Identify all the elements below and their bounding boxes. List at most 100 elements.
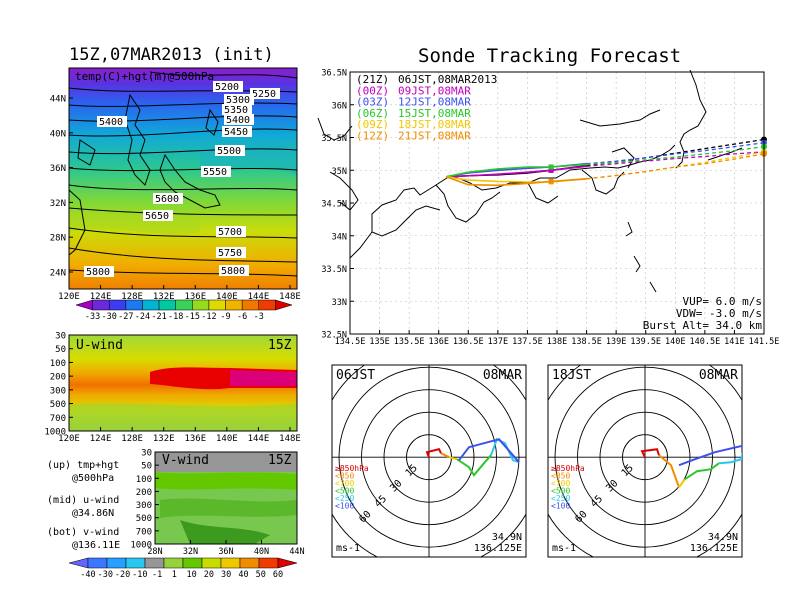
track-y-axis: 36.5N 36N 35.5N 35N 34.5N 34N 33.5N 33N 32.5N [321, 69, 354, 341]
annotation-vup: VUP= 6.0 m/s [683, 295, 762, 308]
track-line-dashed [586, 151, 765, 180]
contour-label: 5500 [217, 146, 241, 157]
v-wind-y-label: 50 [141, 462, 152, 472]
colorbar-label: -20 [115, 570, 130, 580]
temp-field [69, 68, 297, 289]
legend-series-name: (21Z) [356, 73, 389, 86]
upper-y-label: 28N [50, 234, 66, 244]
colorbar-label: -33 [85, 312, 100, 322]
level-legend: <250 [551, 494, 570, 503]
level-legend: <500 [335, 487, 354, 496]
legend-series-time: 21JST,08MAR [398, 130, 471, 143]
level-legend: <100 [551, 502, 570, 511]
legend-line: (mid) u-wind [47, 495, 119, 506]
v-wind-y-axis: 30 50 100 200 300 500 700 1000 [130, 449, 159, 551]
level-legend: <250 [335, 494, 354, 503]
annotation-vdw: VDW= -3.0 m/s [676, 307, 762, 320]
track-x-label: 140E [665, 337, 685, 347]
colorbar-label: 50 [256, 570, 266, 580]
upper-y-label: 44N [50, 95, 66, 105]
upper-x-axis: 120E 124E 128E 132E 136E 140E 144E 148E [58, 285, 301, 302]
u-wind-x-axis: 120E 124E 128E 132E 136E 140E 144E 148E [58, 427, 301, 444]
hodograph-trace [718, 452, 742, 465]
u-wind-y-label: 300 [50, 386, 66, 396]
legend-series-name: (09Z) [356, 118, 389, 131]
hodograph-trace [658, 454, 680, 488]
colorbar-swatch [106, 557, 127, 569]
track-y-label: 33.5N [321, 265, 347, 275]
v-wind-y-label: 1000 [130, 541, 152, 551]
track-grid [350, 72, 764, 334]
u-wind-x-label: 136E [184, 434, 206, 444]
colorbar-label: -10 [132, 570, 147, 580]
upper-y-label: 24N [50, 269, 66, 279]
contour-label: 5700 [218, 227, 242, 238]
track-x-label: 136.5E [453, 337, 484, 347]
contour-label: 5200 [215, 82, 239, 93]
legend-series-name: (06Z) [356, 107, 389, 120]
colorbar-swatch [125, 299, 143, 311]
hodograph-unit: ms-1 [336, 543, 360, 554]
hodograph-trace [448, 456, 458, 461]
track-x-label: 141.5E [749, 337, 780, 347]
contour-label: 5750 [218, 248, 242, 259]
contour-label: 5400 [226, 115, 250, 126]
contour-label: 5800 [86, 267, 110, 278]
hodograph-trace [684, 462, 720, 481]
contour-label: 5250 [252, 89, 276, 100]
vwind-colorbar: -40 -30 -20 -10 -1 1 10 20 30 40 50 60 [68, 557, 298, 580]
colorbar-swatch [108, 299, 127, 311]
colorbar-swatch [239, 557, 260, 569]
track-y-label: 33N [332, 298, 347, 308]
track-line-dashed [586, 153, 765, 180]
burst-marker [548, 178, 554, 184]
hodograph-lon: 136.125E [690, 543, 738, 554]
track-y-label: 36.5N [321, 69, 347, 79]
colorbar-label: 60 [273, 570, 283, 580]
track-line [445, 176, 587, 187]
v-wind-y-label: 100 [136, 475, 152, 485]
colorbar-swatch [163, 557, 184, 569]
hodograph-lat: 34.9N [492, 532, 522, 543]
hodograph-trace [490, 437, 520, 464]
v-wind-x-label: 44N [289, 547, 304, 557]
u-wind-x-label: 148E [279, 434, 301, 444]
track-x-label: 139.5E [630, 337, 661, 347]
track-x-label: 135E [369, 337, 389, 347]
v-wind-x-axis: 28N 32N 36N 40N 44N [147, 540, 305, 557]
v-wind-y-label: 30 [141, 449, 152, 459]
main-title: Sonde Tracking Forecast [418, 45, 681, 67]
upper-x-label: 140E [216, 292, 238, 302]
hodograph-trace [425, 448, 442, 458]
upper-panel-label: temp(C)+hgt(m)@500hPa [75, 70, 214, 83]
track-x-label: 135.5E [394, 337, 425, 347]
hodograph-date: 08MAR [483, 368, 522, 383]
track-x-label: 137.5E [512, 337, 543, 347]
left-title: 15Z,07MAR2013 (init) [69, 45, 274, 65]
colorbar-swatch [144, 557, 165, 569]
legend-series-name: (12Z) [356, 130, 389, 143]
contour-label: 5550 [203, 167, 227, 178]
legend-line: @136.11E [72, 540, 120, 551]
hodograph-lat: 34.9N [708, 532, 738, 543]
upper-y-label: 40N [50, 129, 66, 139]
colorbar-swatch [258, 557, 279, 569]
track-y-label: 36N [332, 101, 347, 111]
level-legend: <850 [335, 472, 354, 481]
upper-y-axis: 44N 40N 36N 32N 28N 24N [50, 95, 73, 279]
v-wind-y-label: 500 [136, 514, 152, 524]
u-wind-y-label: 1000 [44, 428, 66, 438]
temp-colorbar: -33 -30 -27 -24 -21 -18 -15 -12 -9 -6 -3 [75, 299, 293, 322]
colorbar-swatch [87, 557, 108, 569]
track-x-label: 138E [547, 337, 567, 347]
track-line-dashed [586, 151, 765, 167]
level-legend: <500 [551, 487, 570, 496]
v-wind-time: 15Z [268, 453, 292, 468]
track-line-dashed [586, 142, 765, 165]
u-wind-y-label: 100 [50, 359, 66, 369]
contour-label: 5300 [226, 95, 250, 106]
colorbar-label: -15 [185, 312, 200, 322]
legend-series-time: 15JST,08MAR [398, 107, 471, 120]
v-wind-x-label: 32N [183, 547, 198, 557]
